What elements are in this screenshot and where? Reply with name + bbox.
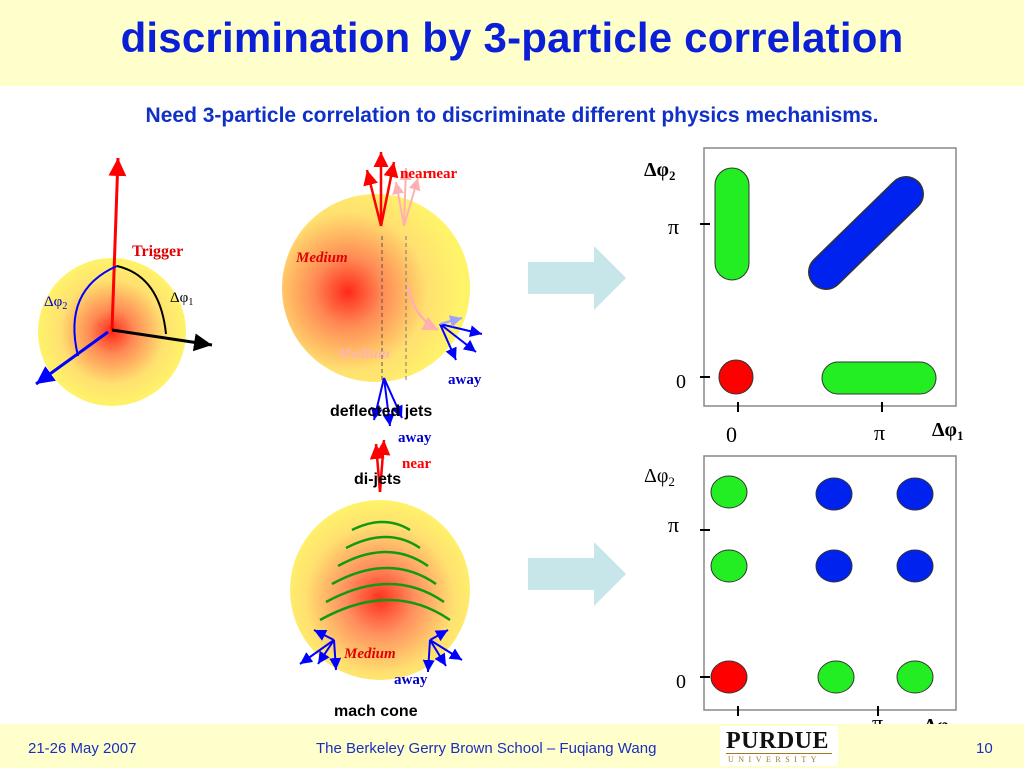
- blue-dot: [896, 477, 934, 511]
- faded-near-arrow: [403, 177, 421, 227]
- away-jet-arrow: [439, 323, 483, 338]
- plot-bottom: Δφ2 π 0 0 π Δφ1: [644, 455, 957, 745]
- deflection-path: [406, 285, 439, 332]
- green-dot: [817, 660, 855, 694]
- right-arrow-bottom: [528, 542, 626, 606]
- dphi1-arc: [116, 265, 167, 335]
- away-label: away: [394, 672, 428, 688]
- green-dot: [710, 475, 748, 509]
- dijet-near-arrow: [375, 439, 391, 493]
- cone-away-arrow: [329, 639, 342, 671]
- mach-cone-diagram: Medium away mach cone: [290, 500, 470, 720]
- away-jet-arrow: [383, 377, 403, 419]
- cone-away-arrow: [299, 639, 335, 665]
- near-jet-arrow: [363, 169, 383, 227]
- away-jet-arrow: [439, 323, 477, 353]
- dphi2-arc: [73, 265, 118, 357]
- faded-away-arrow: [439, 315, 463, 327]
- near-jet-arrow: [379, 161, 399, 227]
- blue-dot: [896, 549, 934, 583]
- cone-away-arrow: [317, 639, 335, 665]
- away-label: away: [398, 430, 432, 446]
- faded-near-arrow: [392, 181, 405, 227]
- particle2-arrow: [35, 330, 109, 386]
- away-jet-arrow: [370, 377, 385, 421]
- logo-rule: [726, 753, 832, 754]
- ytick-label-pi: π: [668, 512, 679, 537]
- particle1-arrow: [111, 328, 213, 352]
- right-arrow-top: [528, 246, 626, 310]
- blue-dot: [815, 477, 853, 511]
- page-number: 10: [976, 740, 993, 757]
- trigger-label: Trigger: [132, 243, 183, 260]
- red-dot: [710, 660, 748, 694]
- footer-bar: [0, 724, 1024, 768]
- cone-away-arrow: [429, 639, 447, 667]
- cone-away-arrow: [313, 629, 335, 641]
- title-bar: [0, 0, 1024, 86]
- left-trigger-diagram: Trigger Δφ1 Δφ2: [35, 157, 213, 406]
- trigger-arrow: [108, 157, 127, 331]
- shock-front: [351, 520, 411, 532]
- near-label: near: [400, 166, 430, 182]
- green-band-horizontal: [821, 361, 937, 395]
- medium-blob: [282, 194, 470, 382]
- away-jet-arrow: [439, 323, 457, 361]
- blue-dot: [815, 549, 853, 583]
- green-dot: [710, 549, 748, 583]
- shock-front: [325, 582, 445, 604]
- near-label: near: [402, 456, 432, 472]
- green-band-vertical: [714, 167, 750, 281]
- blue-diagonal-band: [809, 177, 923, 289]
- xlabel: Δφ1: [932, 419, 964, 443]
- purdue-logo: PURDUE UNIVERSITY: [720, 726, 838, 766]
- footer-credit: The Berkeley Gerry Brown School – Fuqian…: [316, 740, 657, 757]
- away-label: away: [448, 372, 482, 388]
- medium-faded-label: Medium: [337, 346, 390, 362]
- deflected-jets-caption: deflected jets: [330, 403, 432, 420]
- shock-front: [345, 535, 421, 550]
- medium-label: Medium: [343, 646, 396, 662]
- mach-cone-caption: mach cone: [334, 703, 418, 720]
- shock-front: [319, 598, 451, 622]
- xtick-label-pi: π: [872, 710, 883, 735]
- cone-away-arrow: [422, 639, 435, 673]
- footer-date: 21-26 May 2007: [28, 740, 137, 757]
- faded-near-arrow: [399, 167, 412, 227]
- ytick-label-0: 0: [676, 671, 686, 693]
- medium-blob: [290, 500, 470, 680]
- red-dot: [718, 359, 754, 395]
- deflected-jets-diagram: near near Medium Medium away deflected j…: [282, 152, 483, 493]
- slide-subtitle: Need 3-particle correlation to discrimin…: [145, 104, 879, 127]
- dphi1-label: Δφ1: [170, 290, 193, 308]
- shock-front: [337, 550, 429, 568]
- medium-blob: [38, 258, 186, 406]
- near-label: near: [428, 166, 458, 182]
- ytick-label-pi: π: [668, 214, 679, 239]
- medium-label: Medium: [295, 250, 348, 266]
- shock-front: [331, 566, 437, 586]
- slide-title: discrimination by 3-particle correlation: [120, 14, 904, 61]
- xtick-label-0: 0: [726, 422, 737, 447]
- cone-away-arrow: [429, 639, 463, 661]
- logo-word: PURDUE: [726, 728, 829, 754]
- dphi2-label: Δφ2: [44, 294, 67, 312]
- xtick-label-pi: π: [874, 420, 885, 445]
- ylabel: Δφ2: [644, 465, 675, 489]
- logo-sub: UNIVERSITY: [728, 755, 821, 764]
- away-jet-arrow: [382, 377, 395, 427]
- ytick-label-0: 0: [676, 371, 686, 393]
- ylabel: Δφ2: [644, 159, 676, 183]
- green-dot: [896, 660, 934, 694]
- cone-away-arrow: [429, 629, 449, 642]
- plot-top: Δφ2 π 0 0 π Δφ1: [644, 147, 964, 447]
- di-jets-caption: di-jets: [354, 471, 401, 488]
